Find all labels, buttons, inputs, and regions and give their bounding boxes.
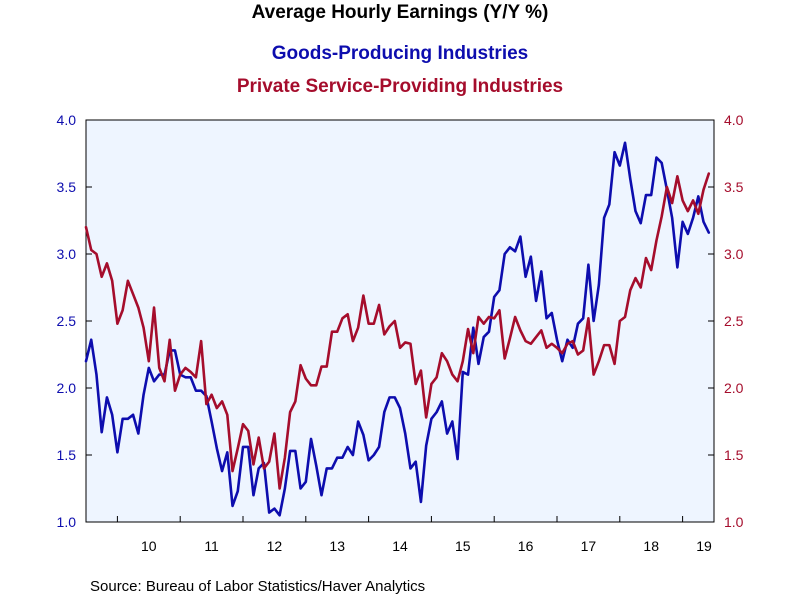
x-tick-label: 13: [329, 538, 345, 554]
plot-area: [85, 119, 715, 523]
x-tick-label: 18: [643, 538, 659, 554]
series-lines: [84, 141, 711, 517]
y-right-tick-label: 2.5: [724, 313, 744, 329]
series-line-service-providing: [84, 172, 711, 490]
x-tick-label: 11: [204, 538, 219, 554]
source-note: Source: Bureau of Labor Statistics/Haver…: [90, 578, 426, 595]
y-left-tick-label: 3.0: [57, 246, 77, 262]
x-tick-label: 16: [518, 538, 534, 554]
y-right-tick-label: 3.5: [724, 179, 744, 195]
chart-title: Average Hourly Earnings (Y/Y %): [251, 2, 549, 23]
y-right-tick-label: 4.0: [724, 112, 744, 128]
x-tick-label: 10: [141, 538, 157, 554]
y-left-tick-label: 2.5: [57, 313, 77, 329]
legend-goods-producing: Goods-Producing Industries: [271, 43, 529, 64]
x-tick-label: 12: [267, 538, 283, 554]
y-left-tick-label: 2.0: [57, 380, 77, 396]
y-right-tick-label: 1.5: [724, 447, 744, 463]
series-line-goods-producing: [84, 141, 711, 517]
y-left-tick-label: 4.0: [57, 112, 77, 128]
x-tick-label: 14: [392, 538, 408, 554]
y-left-tick-label: 3.5: [57, 179, 77, 195]
x-tick-label: 15: [455, 538, 471, 554]
x-tick-label: 17: [581, 538, 597, 554]
y-right-tick-label: 2.0: [724, 380, 744, 396]
y-right-tick-label: 1.0: [724, 514, 744, 530]
x-tick-label: 19: [696, 538, 712, 554]
axes: 1.0 1.5 2.0 2.5 3.0 3.5 4.0 1.0 1.5 2.0 2.5 3.0 3.5 4…: [57, 112, 744, 554]
y-left-tick-label: 1.5: [57, 447, 77, 463]
y-right-tick-label: 3.0: [724, 246, 744, 262]
legend-service-providing: Private Service-Providing Industries: [236, 76, 564, 97]
y-left-tick-label: 1.0: [57, 514, 77, 530]
